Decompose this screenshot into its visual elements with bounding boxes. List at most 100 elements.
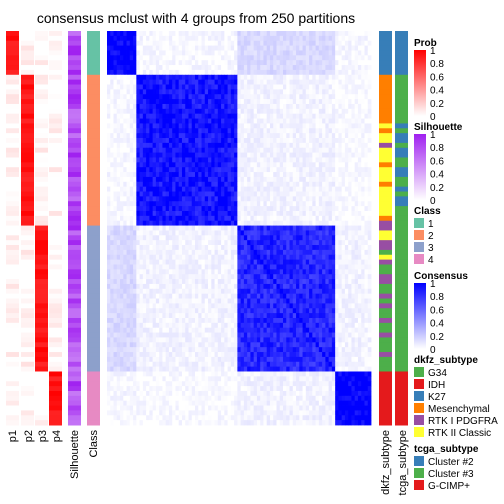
consensus-cell	[243, 74, 248, 81]
consensus-cell	[227, 230, 232, 236]
consensus-cell	[201, 94, 206, 100]
consensus-cell	[279, 288, 284, 295]
consensus-cell	[195, 45, 199, 51]
consensus-cell	[139, 191, 144, 197]
consensus-cell	[159, 186, 163, 192]
prob-cell	[6, 303, 19, 309]
consensus-cell	[292, 269, 297, 275]
consensus-cell	[165, 60, 170, 66]
consensus-cell	[201, 55, 206, 61]
consensus-cell	[312, 113, 316, 119]
prob-cell	[21, 361, 34, 368]
consensus-cell	[230, 35, 235, 42]
consensus-cell	[286, 40, 290, 46]
prob-cell	[35, 157, 48, 163]
consensus-cell	[227, 89, 232, 95]
prob-cell	[21, 55, 34, 61]
consensus-cell	[142, 84, 147, 90]
consensus-cell	[305, 50, 310, 56]
consensus-cell	[299, 152, 303, 158]
consensus-cell	[247, 240, 251, 246]
consensus-cell	[263, 89, 268, 95]
prob-cell	[21, 347, 34, 353]
consensus-cell	[283, 264, 287, 270]
consensus-cell	[286, 220, 290, 226]
prob-cell	[49, 386, 62, 392]
consensus-cell	[146, 283, 150, 290]
consensus-cell	[133, 123, 137, 129]
consensus-cell	[136, 225, 140, 231]
consensus-cell	[211, 128, 215, 134]
consensus-cell	[227, 133, 232, 139]
consensus-cell	[126, 113, 131, 119]
prob-cell	[6, 176, 19, 183]
consensus-cell	[217, 69, 222, 76]
consensus-cell	[250, 157, 255, 163]
consensus-cell	[120, 74, 124, 81]
consensus-cell	[175, 176, 180, 183]
consensus-cell	[113, 142, 118, 149]
consensus-cell	[168, 240, 173, 246]
consensus-cell	[309, 35, 313, 42]
prob-cell	[35, 420, 48, 426]
consensus-cell	[185, 133, 189, 139]
consensus-cell	[146, 225, 150, 231]
consensus-cell	[133, 99, 137, 105]
consensus-cell	[344, 55, 349, 61]
consensus-cell	[269, 103, 274, 110]
consensus-cell	[263, 138, 268, 144]
consensus-cell	[152, 215, 157, 222]
consensus-cell	[302, 157, 307, 163]
consensus-cell	[341, 196, 346, 202]
consensus-cell	[341, 279, 346, 285]
consensus-cell	[357, 133, 362, 139]
consensus-cell	[276, 108, 281, 115]
consensus-cell	[214, 172, 219, 178]
consensus-cell	[234, 45, 238, 51]
consensus-cell	[136, 191, 140, 197]
consensus-cell	[302, 274, 307, 280]
consensus-cell	[296, 142, 300, 149]
consensus-cell	[155, 103, 160, 110]
consensus-cell	[149, 40, 154, 46]
consensus-cell	[172, 45, 176, 51]
consensus-cell	[172, 99, 176, 105]
consensus-cell	[253, 138, 258, 144]
prob-cell	[21, 215, 34, 222]
consensus-cell	[172, 94, 176, 100]
prob-cell	[49, 99, 62, 105]
prob-cell	[49, 210, 62, 217]
consensus-cell	[348, 225, 352, 231]
consensus-cell	[172, 181, 176, 188]
class-cell	[87, 152, 100, 158]
consensus-cell	[260, 55, 264, 61]
consensus-cell	[250, 220, 255, 226]
consensus-cell	[224, 133, 228, 139]
consensus-cell	[286, 201, 290, 207]
consensus-cell	[250, 79, 255, 85]
consensus-cell	[273, 215, 277, 222]
prob-cell	[6, 245, 19, 251]
consensus-cell	[139, 142, 144, 149]
consensus-cell	[250, 84, 255, 90]
consensus-cell	[152, 249, 157, 256]
consensus-cell	[263, 84, 268, 90]
consensus-cell	[113, 79, 118, 85]
consensus-cell	[230, 103, 235, 110]
consensus-cell	[208, 279, 212, 285]
consensus-cell	[116, 55, 121, 61]
consensus-cell	[328, 181, 333, 188]
consensus-cell	[191, 157, 196, 163]
consensus-cell	[208, 50, 212, 56]
consensus-cell	[120, 176, 124, 183]
consensus-cell	[221, 138, 225, 144]
consensus-cell	[341, 167, 346, 173]
consensus-cell	[113, 45, 118, 51]
consensus-cell	[292, 60, 297, 66]
consensus-cell	[344, 50, 349, 56]
consensus-cell	[129, 65, 134, 71]
consensus-cell	[185, 167, 189, 173]
consensus-cell	[240, 249, 245, 256]
consensus-cell	[211, 215, 215, 222]
consensus-cell	[315, 50, 320, 56]
